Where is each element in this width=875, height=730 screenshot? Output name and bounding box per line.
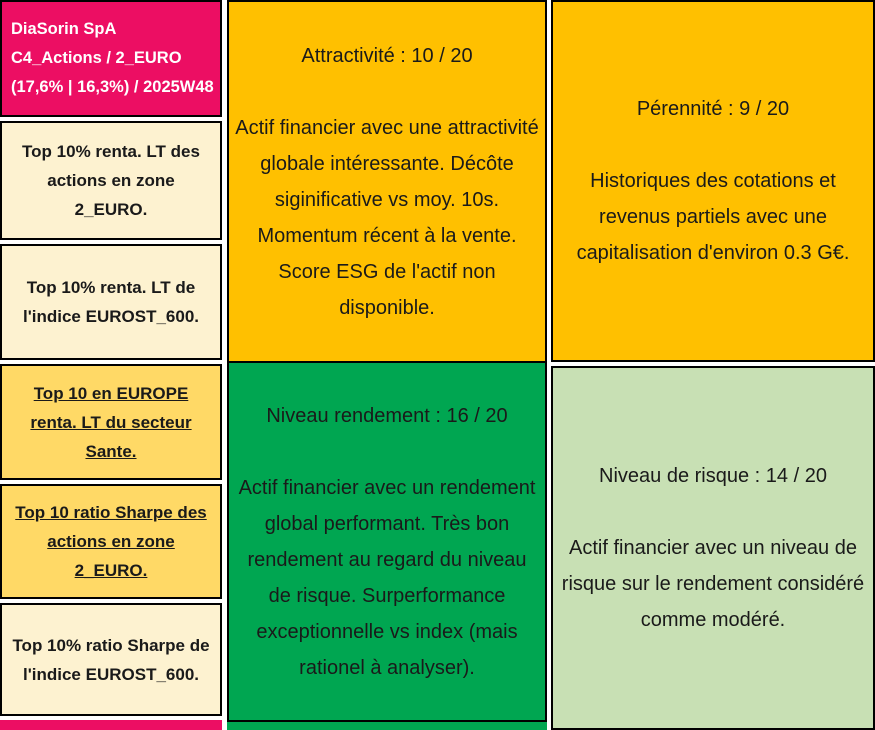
ranking-text: Top 10% ratio Sharpe de l'indice EUROST_…	[12, 635, 210, 684]
score-column-left: Attractivité : 10 / 20 Actif financier a…	[227, 0, 547, 730]
rendement-score: Niveau rendement : 16 / 20	[266, 404, 508, 427]
next-row-pink-strip	[0, 720, 222, 730]
ranking-text: Top 10 ratio Sharpe des actions en zone …	[15, 503, 207, 580]
next-row-green-strip	[227, 722, 547, 730]
rendement-cell: Niveau rendement : 16 / 20 Actif financi…	[227, 361, 547, 722]
ranking-column: DiaSorin SpA C4_Actions / 2_EURO (17,6% …	[0, 0, 222, 730]
asset-stats: (17,6% | 16,3%) / 2025W48	[11, 78, 214, 96]
risque-cell: Niveau de risque : 14 / 20 Actif financi…	[551, 366, 875, 730]
attractivite-cell: Attractivité : 10 / 20 Actif financier a…	[227, 0, 547, 363]
ranking-cell-sharpe-index: Top 10% ratio Sharpe de l'indice EUROST_…	[0, 603, 222, 716]
risque-comment: Actif financier avec un niveau de risque…	[561, 537, 865, 631]
attractivite-comment: Actif financier avec une attractivité gl…	[235, 116, 539, 319]
ranking-cell-renta-index: Top 10% renta. LT de l'indice EUROST_600…	[0, 244, 222, 360]
rendement-comment: Actif financier avec un rendement global…	[238, 476, 536, 679]
ranking-text: Top 10% renta. LT des actions en zone 2_…	[22, 142, 200, 219]
risque-score: Niveau de risque : 14 / 20	[599, 465, 827, 487]
ranking-text: Top 10% renta. LT de l'indice EUROST_600…	[23, 278, 199, 326]
perennite-cell: Pérennité : 9 / 20 Historiques des cotat…	[551, 0, 875, 362]
perennite-score: Pérennité : 9 / 20	[636, 98, 790, 120]
ranking-cell-sharpe-zone: Top 10 ratio Sharpe des actions en zone …	[0, 484, 222, 599]
ranking-text: Top 10 en EUROPE renta. LT du secteur Sa…	[30, 383, 192, 461]
asset-name: DiaSorin SpA	[11, 20, 117, 38]
score-column-right: Pérennité : 9 / 20 Historiques des cotat…	[551, 0, 875, 730]
ranking-cell-renta-zone: Top 10% renta. LT des actions en zone 2_…	[0, 121, 222, 240]
perennite-comment: Historiques des cotations et revenus par…	[576, 170, 850, 264]
attractivite-score: Attractivité : 10 / 20	[301, 44, 473, 67]
asset-header: DiaSorin SpA C4_Actions / 2_EURO (17,6% …	[0, 0, 222, 117]
ranking-cell-europe-sector: Top 10 en EUROPE renta. LT du secteur Sa…	[0, 364, 222, 480]
asset-category: C4_Actions / 2_EURO	[11, 49, 182, 67]
